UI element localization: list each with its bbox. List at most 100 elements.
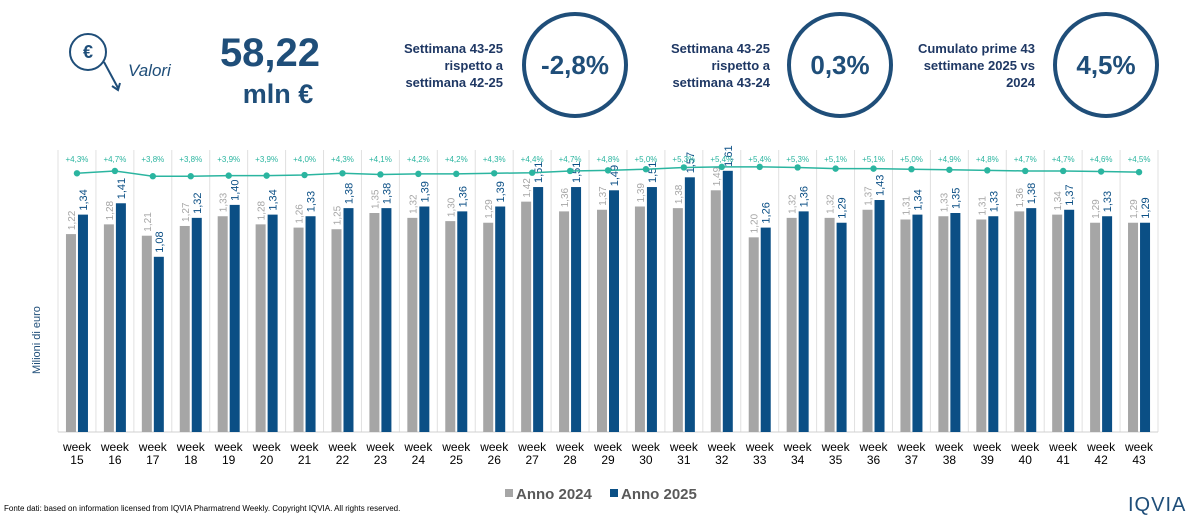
line-point (301, 171, 308, 179)
bar (836, 222, 847, 432)
bar-value-label: 1,37 (864, 186, 875, 206)
line-value-label: +4,1% (369, 155, 392, 164)
bar-value-label: 1,32 (408, 194, 419, 214)
x-tick-label: week 16 (100, 440, 129, 467)
kpi-value: -2,8% (522, 12, 628, 118)
line-value-label: +4,3% (483, 155, 506, 164)
line-point (415, 170, 422, 178)
total: 58,22 (220, 31, 320, 75)
legend-label: Anno 2024 (516, 486, 593, 503)
line-value-label: +5,3% (672, 155, 695, 164)
bar-value-label: 1,27 (181, 202, 192, 222)
line-point (491, 170, 498, 177)
line-value-label: +5,1% (824, 155, 847, 164)
line-value-label: +4,3% (66, 155, 89, 164)
bar (950, 213, 961, 432)
bar-value-label: 1,39 (419, 181, 431, 202)
line-value-label: +4,4% (521, 155, 544, 164)
kpi-value: 0,3% (787, 12, 893, 118)
line-point (718, 163, 725, 171)
bar-value-label: 1,29 (1091, 199, 1102, 219)
line-point (870, 165, 877, 172)
x-tick-label: week 25 (442, 440, 471, 467)
bar (65, 234, 76, 432)
x-tick-label: week 33 (745, 440, 774, 467)
bar-value-label: 1,40 (230, 179, 242, 200)
line-value-label: +4,8% (976, 155, 999, 164)
x-tick-label: week 20 (252, 440, 281, 467)
bar-value-label: 1,28 (257, 200, 268, 220)
line-value-label: +5,4% (710, 155, 733, 164)
line-value-label: +3,8% (141, 155, 164, 164)
line-value-label: +3,9% (255, 155, 278, 164)
bar (559, 211, 570, 432)
line-value-label: +4,9% (938, 155, 961, 164)
bar (153, 256, 164, 432)
line-value-label: +5,3% (786, 155, 809, 164)
bar-value-label: 1,29 (1129, 199, 1140, 219)
x-tick-label: week 42 (1087, 440, 1116, 467)
bar (1128, 222, 1139, 432)
x-tick-label: week 29 (593, 440, 622, 467)
bar-value-label: 1,37 (598, 186, 609, 206)
bar-value-label: 1,36 (457, 186, 469, 207)
bar-value-label: 1,31 (901, 196, 912, 216)
bar-value-label: 1,33 (1102, 191, 1114, 212)
bar (77, 214, 88, 432)
line-point (604, 167, 612, 174)
line-value-label: +4,2% (407, 155, 430, 164)
bar (229, 204, 240, 432)
x-tick-label: week 36 (859, 440, 888, 467)
legend-swatch (505, 489, 513, 497)
x-tick-label: week 21 (290, 440, 319, 467)
bar-value-label: 1,31 (977, 196, 988, 216)
bar-value-label: 1,33 (219, 192, 230, 212)
line-point (794, 164, 801, 171)
x-tick-label: week 34 (783, 440, 812, 467)
line-point (1022, 167, 1029, 175)
bar-value-label: 1,61 (723, 145, 735, 166)
line-point (377, 171, 384, 178)
bar-value-label: 1,34 (78, 189, 90, 210)
bar-value-label: 1,30 (446, 197, 457, 217)
bar (1064, 209, 1075, 432)
bar (407, 217, 418, 432)
bar (483, 222, 494, 432)
bar (684, 177, 695, 432)
x-tick-label: week 38 (935, 440, 964, 467)
icon-symbol: € (83, 42, 93, 62)
bar (267, 214, 278, 432)
bar-value-label: 1,34 (268, 189, 280, 210)
line-value-label: +4,7% (1014, 155, 1037, 164)
bar (217, 216, 228, 432)
bar-value-label: 1,33 (939, 192, 950, 212)
icon-arrow (103, 61, 121, 92)
x-tick-label: week 15 (62, 440, 91, 467)
bar (597, 209, 607, 432)
bar-value-label: 1,34 (912, 189, 924, 210)
bar-value-label: 1,25 (332, 205, 343, 225)
bar (862, 209, 873, 432)
bar-value-label: 1,35 (370, 189, 381, 209)
line-value-label: +4,7% (103, 155, 126, 164)
line-value-label: +4,3% (331, 155, 354, 164)
bar-value-label: 1,49 (712, 166, 723, 186)
bar (255, 224, 266, 432)
bar-value-label: 1,35 (950, 188, 962, 209)
bar-value-label: 1,39 (495, 181, 507, 202)
x-tick-label: week 30 (631, 440, 660, 467)
bar-value-label: 1,39 (636, 183, 647, 203)
line-value-label: +3,8% (179, 155, 202, 164)
line-point (1097, 168, 1105, 175)
x-tick-label: week 35 (821, 440, 850, 467)
bar (571, 187, 582, 432)
bar-value-label: 1,36 (1015, 187, 1026, 207)
bar-value-label: 1,36 (560, 187, 571, 207)
bar (938, 216, 949, 432)
legend-swatch (610, 489, 618, 497)
x-tick-label: week 40 (1011, 440, 1040, 467)
bar (445, 221, 456, 432)
bar (748, 237, 759, 432)
